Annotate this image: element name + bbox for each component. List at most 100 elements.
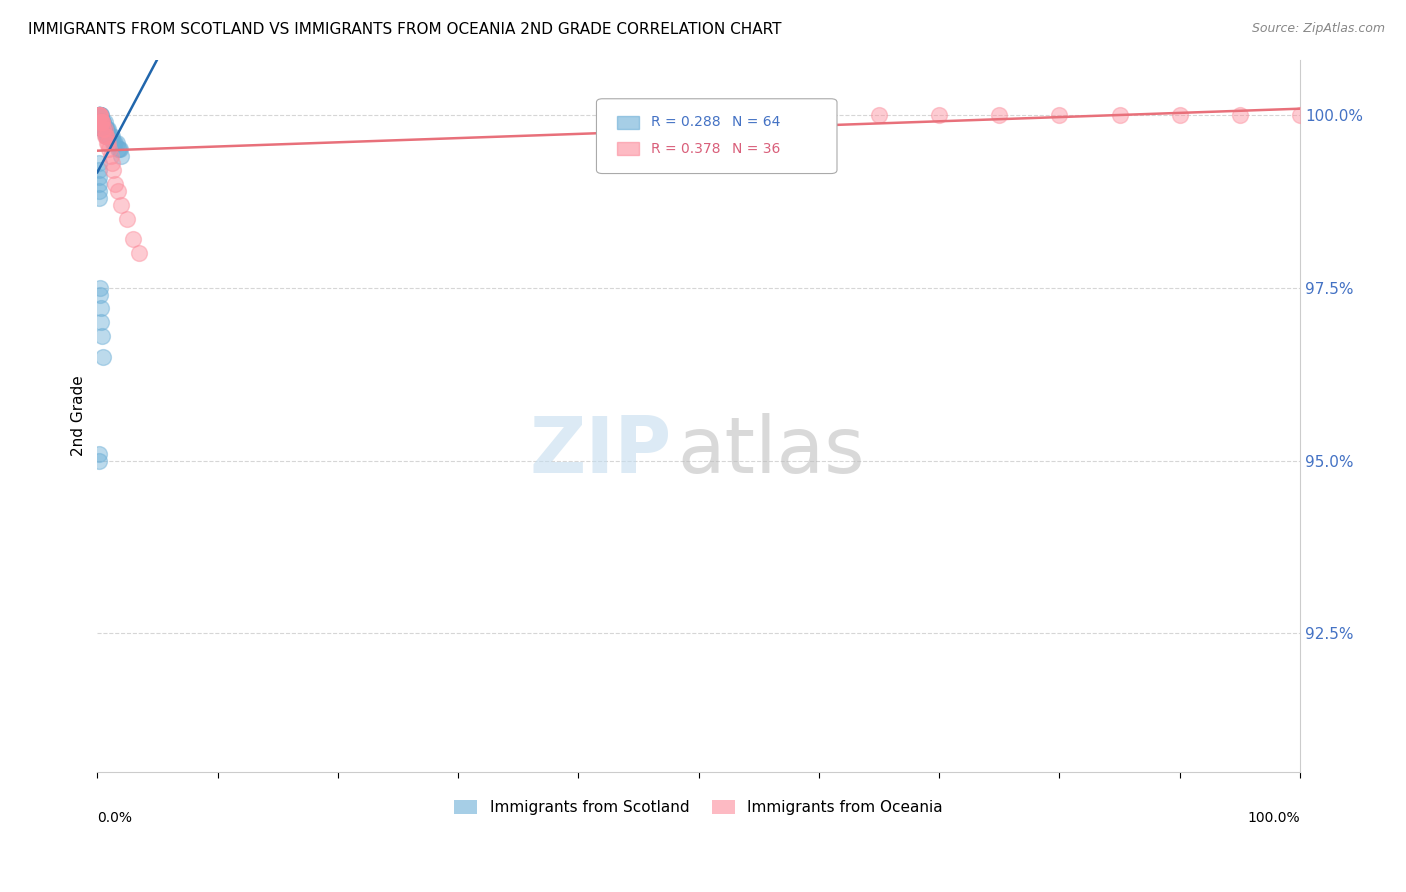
Point [91, 115, 114, 129]
Point [89, 108, 111, 122]
Point [104, 177, 127, 191]
Point [110, 149, 132, 163]
Point [101, 128, 124, 143]
Point [1289, 108, 1312, 122]
Point [91, 115, 114, 129]
Point [87, 108, 110, 122]
Point [94, 128, 117, 143]
Point [101, 156, 124, 170]
Text: ZIP: ZIP [530, 413, 672, 489]
Point [101, 136, 124, 150]
Point [1229, 108, 1251, 122]
Point [87, 184, 110, 198]
Text: N = 36: N = 36 [733, 142, 780, 155]
Point [87, 108, 110, 122]
Point [93, 121, 115, 136]
Text: R = 0.288: R = 0.288 [651, 115, 720, 129]
Point [91, 115, 114, 129]
Point [97, 121, 120, 136]
Point [87, 108, 110, 122]
Point [96, 136, 118, 150]
Point [108, 143, 131, 157]
Text: Source: ZipAtlas.com: Source: ZipAtlas.com [1251, 22, 1385, 36]
Point [101, 163, 124, 178]
Point [90, 315, 112, 329]
Point [94, 121, 117, 136]
Point [90, 108, 112, 122]
Point [1168, 108, 1191, 122]
Point [89, 108, 111, 122]
Point [98, 128, 121, 143]
Point [93, 128, 115, 143]
Point [107, 184, 129, 198]
Point [98, 143, 121, 157]
Text: IMMIGRANTS FROM SCOTLAND VS IMMIGRANTS FROM OCEANIA 2ND GRADE CORRELATION CHART: IMMIGRANTS FROM SCOTLAND VS IMMIGRANTS F… [28, 22, 782, 37]
Point [94, 128, 117, 143]
Point [122, 232, 145, 246]
Point [89, 115, 111, 129]
Point [89, 108, 111, 122]
Point [89, 108, 111, 122]
Point [87, 108, 110, 122]
Point [93, 350, 115, 364]
Point [90, 115, 112, 129]
FancyBboxPatch shape [596, 99, 837, 174]
Point [87, 108, 110, 122]
Point [91, 329, 114, 343]
Point [104, 136, 127, 150]
Point [90, 115, 112, 129]
Point [105, 136, 128, 150]
Point [89, 287, 111, 301]
Point [87, 163, 110, 178]
Point [97, 128, 120, 143]
Point [100, 128, 122, 143]
Point [90, 115, 112, 129]
Point [90, 301, 112, 316]
Point [93, 115, 115, 129]
Text: N = 64: N = 64 [733, 115, 780, 129]
Point [87, 170, 110, 185]
Point [988, 108, 1011, 122]
Point [93, 115, 115, 129]
Text: R = 0.378: R = 0.378 [651, 142, 720, 155]
Point [93, 121, 115, 136]
Point [97, 136, 120, 150]
Point [94, 121, 117, 136]
Bar [617, 142, 638, 155]
Point [93, 121, 115, 136]
Point [98, 128, 121, 143]
Point [89, 108, 111, 122]
Text: 100.0%: 100.0% [1247, 811, 1301, 825]
Text: atlas: atlas [678, 413, 865, 489]
Point [103, 136, 125, 150]
Point [87, 453, 110, 467]
Point [868, 108, 890, 122]
Point [91, 115, 114, 129]
Point [87, 191, 110, 205]
Point [96, 128, 118, 143]
Bar [617, 116, 638, 128]
Legend: Immigrants from Scotland, Immigrants from Oceania: Immigrants from Scotland, Immigrants fro… [449, 794, 949, 821]
Point [100, 149, 122, 163]
Point [107, 143, 129, 157]
Point [94, 128, 117, 143]
Point [87, 177, 110, 191]
Point [128, 246, 150, 260]
Point [89, 281, 111, 295]
Point [90, 115, 112, 129]
Point [110, 198, 132, 212]
Point [87, 108, 110, 122]
Point [807, 108, 830, 122]
Point [87, 156, 110, 170]
Point [1108, 108, 1130, 122]
Point [93, 121, 115, 136]
Point [89, 108, 111, 122]
Point [1049, 108, 1071, 122]
Point [87, 108, 110, 122]
Point [93, 115, 115, 129]
Y-axis label: 2nd Grade: 2nd Grade [72, 376, 86, 456]
Point [117, 211, 139, 226]
Point [93, 121, 115, 136]
Point [93, 121, 115, 136]
Point [91, 121, 114, 136]
